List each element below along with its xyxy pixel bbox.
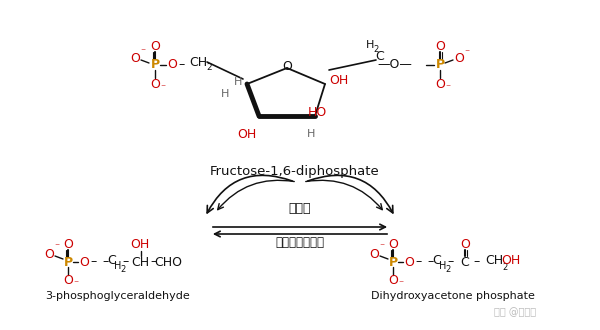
Text: O: O <box>282 60 292 74</box>
Text: Fructose-1,6-diphosphate: Fructose-1,6-diphosphate <box>210 166 380 179</box>
Text: O: O <box>63 274 73 286</box>
Text: –: – <box>103 255 109 269</box>
Text: H: H <box>366 40 374 50</box>
Text: ⁻: ⁻ <box>160 83 166 93</box>
Text: 2: 2 <box>121 265 125 274</box>
Text: C: C <box>107 253 116 267</box>
Text: P: P <box>64 255 73 269</box>
Text: ⁻: ⁻ <box>73 279 79 289</box>
Text: H: H <box>234 77 242 87</box>
Text: 知乎 @垃圾桶: 知乎 @垃圾桶 <box>494 307 536 317</box>
Text: O: O <box>388 274 398 286</box>
Text: H: H <box>439 261 446 271</box>
Text: O: O <box>460 238 470 250</box>
Text: 2: 2 <box>373 45 379 53</box>
Text: 磷酸丙糖异构酶: 磷酸丙糖异构酶 <box>275 236 325 248</box>
Text: –: – <box>474 255 480 269</box>
Text: ⁻: ⁻ <box>398 279 404 289</box>
Text: O: O <box>435 40 445 52</box>
Text: —O—: —O— <box>377 58 412 72</box>
Text: ⁻: ⁻ <box>379 242 385 252</box>
Text: O: O <box>167 58 177 72</box>
Text: HO: HO <box>307 106 326 118</box>
Text: O: O <box>150 40 160 52</box>
Text: 2: 2 <box>206 63 212 73</box>
Text: –: – <box>179 58 185 72</box>
Text: OH: OH <box>130 239 149 251</box>
Text: OH: OH <box>238 127 257 141</box>
Text: C: C <box>433 253 442 267</box>
Text: O: O <box>369 248 379 260</box>
Text: C: C <box>461 255 469 269</box>
Text: O: O <box>44 248 54 260</box>
Text: ⁻: ⁻ <box>140 47 146 57</box>
Text: ⁻: ⁻ <box>55 242 59 252</box>
Text: CH: CH <box>131 255 149 269</box>
Text: H: H <box>221 89 229 99</box>
Text: O: O <box>454 52 464 65</box>
Text: H: H <box>115 261 122 271</box>
Text: 醉缩酶: 醉缩酶 <box>289 203 311 215</box>
Text: OH: OH <box>502 254 521 268</box>
Text: CHO: CHO <box>154 255 182 269</box>
Text: ⁻: ⁻ <box>445 83 451 93</box>
Text: 3-phosphoglyceraldehyde: 3-phosphoglyceraldehyde <box>46 291 190 301</box>
Text: –: – <box>416 255 422 269</box>
Text: O: O <box>79 255 89 269</box>
Text: ⁻: ⁻ <box>464 48 470 58</box>
Text: –: – <box>123 255 129 269</box>
Text: CH: CH <box>189 56 207 70</box>
Text: –: – <box>428 255 434 269</box>
Text: P: P <box>151 58 160 72</box>
Text: 2: 2 <box>445 265 451 274</box>
Text: P: P <box>388 255 398 269</box>
Text: –: – <box>91 255 97 269</box>
Text: CH: CH <box>485 254 503 268</box>
Text: O: O <box>150 78 160 90</box>
Text: O: O <box>63 238 73 250</box>
Text: –: – <box>448 255 454 269</box>
Text: P: P <box>436 58 445 72</box>
Text: –: – <box>151 255 157 269</box>
Text: O: O <box>388 238 398 250</box>
Text: Dihydroxyacetone phosphate: Dihydroxyacetone phosphate <box>371 291 535 301</box>
Text: H: H <box>307 129 315 139</box>
Text: C: C <box>376 50 385 62</box>
Text: 2: 2 <box>502 262 508 272</box>
Text: O: O <box>435 78 445 90</box>
Text: O: O <box>130 52 140 65</box>
Text: OH: OH <box>329 74 349 86</box>
Text: O: O <box>404 255 414 269</box>
